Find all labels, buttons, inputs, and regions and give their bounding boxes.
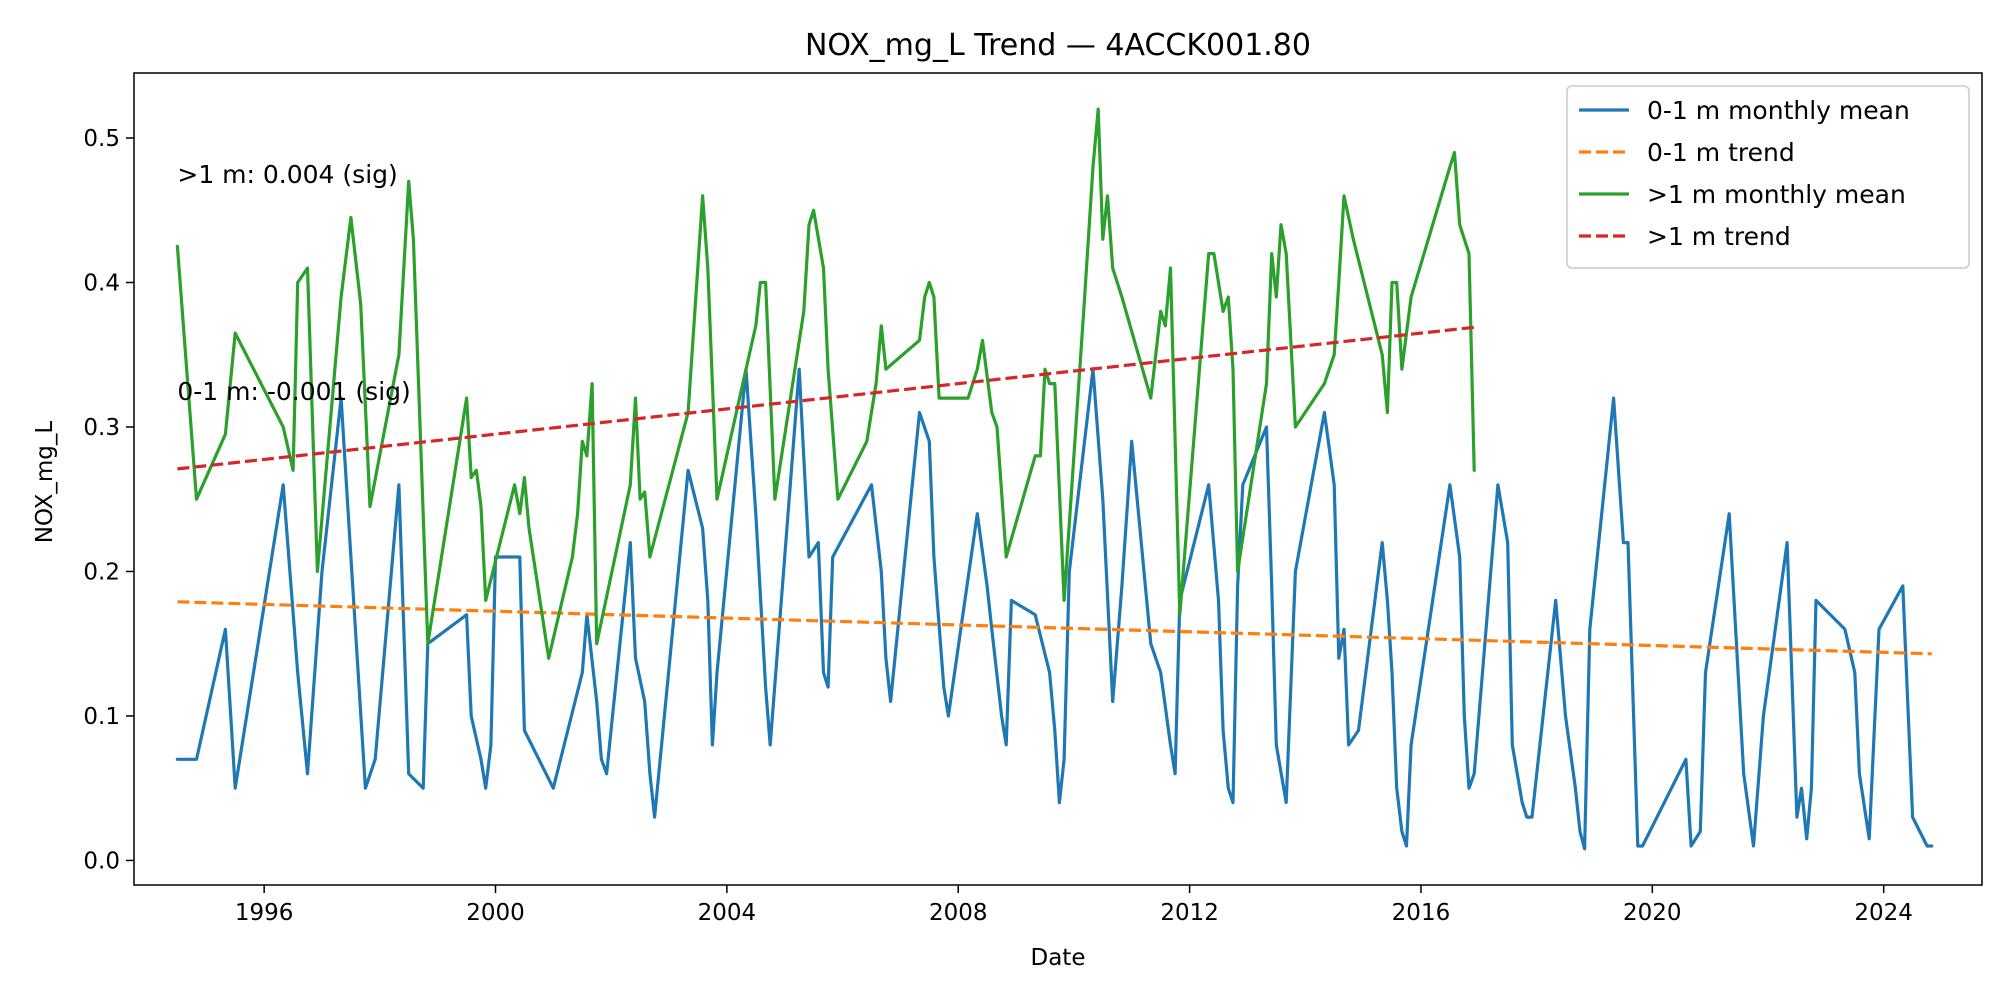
- x-tick-label: 2000: [466, 900, 525, 926]
- y-tick-label: 0.1: [83, 704, 120, 730]
- series-line-gt1-m-monthly-mean: [175, 107, 1476, 660]
- x-tick-label: 2012: [1160, 900, 1219, 926]
- x-tick-label: 2008: [929, 900, 988, 926]
- x-tick-label: 2020: [1623, 900, 1682, 926]
- trend-annotation-1: >1 m: 0.004 (sig): [177, 160, 397, 189]
- series-line-0-1-m-monthly-mean: [175, 367, 1934, 851]
- x-axis-label: Date: [1031, 945, 1086, 971]
- y-tick-label: 0.3: [83, 415, 120, 441]
- series-line-gt1-m-trend: [177, 325, 1475, 471]
- y-tick-label: 0.5: [83, 126, 120, 152]
- plot-area: [175, 107, 1934, 851]
- y-axis-label: NOX_mg_L: [32, 421, 58, 544]
- legend-label-gt1-m-trend: >1 m trend: [1647, 222, 1791, 251]
- legend: 0-1 m monthly mean 0-1 m trend >1 m monthl…: [1566, 85, 1970, 269]
- legend-box: [1566, 85, 1970, 269]
- plot-frame: [133, 72, 1983, 886]
- y-tick-label: 0.4: [83, 271, 120, 297]
- x-tick-label: 2016: [1392, 900, 1451, 926]
- y-tick-label: 0.2: [83, 559, 120, 585]
- series-line-0-1-m-trend: [177, 600, 1932, 656]
- legend-label-gt1-m-monthly-mean: >1 m monthly mean: [1647, 180, 1906, 209]
- x-tick-label: 2024: [1854, 900, 1913, 926]
- legend-label-0-1-m-monthly-mean: 0-1 m monthly mean: [1647, 96, 1910, 125]
- chart-title: NOX_mg_L Trend — 4ACCK001.80: [805, 28, 1311, 63]
- x-tick-label: 1996: [235, 900, 294, 926]
- legend-label-0-1-m-trend: 0-1 m trend: [1647, 138, 1795, 167]
- x-tick-label: 2004: [698, 900, 757, 926]
- trend-annotation-2: 0-1 m: -0.001 (sig): [177, 377, 410, 406]
- y-tick-label: 0.0: [83, 848, 120, 874]
